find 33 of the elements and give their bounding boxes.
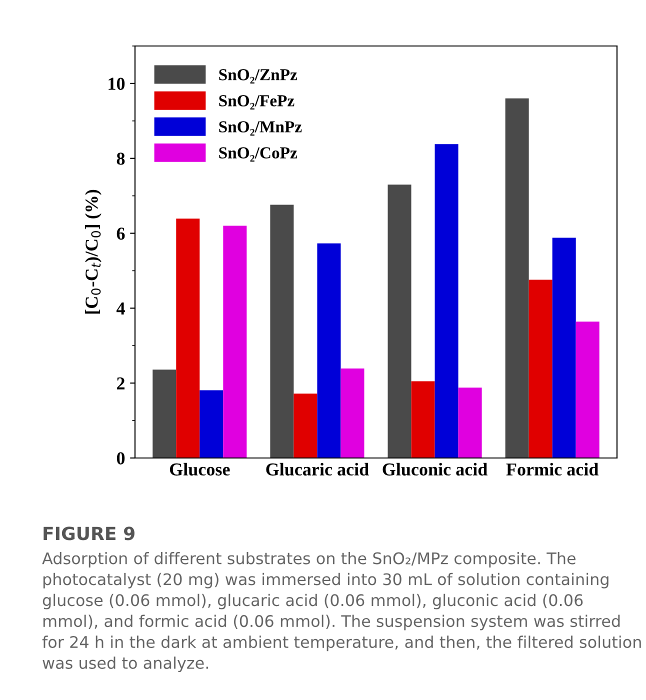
bar	[294, 394, 318, 458]
x-tick-label: Glucose	[170, 462, 230, 476]
y-tick-label: 10	[108, 78, 125, 90]
bar	[576, 322, 600, 458]
bar	[200, 390, 224, 458]
bar	[176, 218, 200, 458]
bar	[388, 184, 412, 458]
x-tick-label: Glucaric acid	[266, 462, 369, 476]
y-tick-label: 8	[116, 152, 125, 165]
legend-label: SnO₂/CoPz	[219, 147, 298, 162]
bar	[223, 226, 247, 458]
bar	[411, 381, 435, 458]
bar	[552, 238, 576, 458]
bar	[434, 144, 458, 458]
legend-label: SnO₂/MnPz	[219, 121, 302, 136]
bar	[317, 243, 341, 458]
bar	[528, 280, 552, 458]
bar	[152, 370, 176, 458]
y-tick-label: 4	[116, 302, 125, 314]
legend-label: SnO₂/FePz	[219, 95, 294, 110]
y-tick-label: 2	[117, 377, 124, 390]
y-tick-label: 6	[116, 228, 125, 240]
text: Adsorption of different substrates on the SnO₂/MPz composite. The photocatalyst (20 mg) was immersed into 30 mL of solution containing glucose (0.06 mmol), glucaric acid (0.06 mmol), gluconic acid (0.06 mmol), and formic acid (0.06 mmol). The suspension system was stirred for 24 h in the dark at ambient temperature, and then, the filtered solution was used to analyze.	[42, 552, 641, 672]
caption: FIGURE 9	[44, 526, 134, 540]
bar	[270, 204, 294, 458]
bar	[340, 368, 364, 458]
x-tick-label: Formic acid	[506, 462, 599, 476]
bar	[505, 98, 529, 458]
x-tick-label: Gluconic acid	[382, 462, 488, 476]
bar	[458, 388, 482, 458]
y-axis-title: [C$_{0}$-C$_{t}$)/C$_{0}$] (%)	[85, 190, 102, 314]
legend-label: SnO₂/ZnPz	[219, 69, 298, 84]
y-tick-label: 0	[116, 452, 125, 464]
